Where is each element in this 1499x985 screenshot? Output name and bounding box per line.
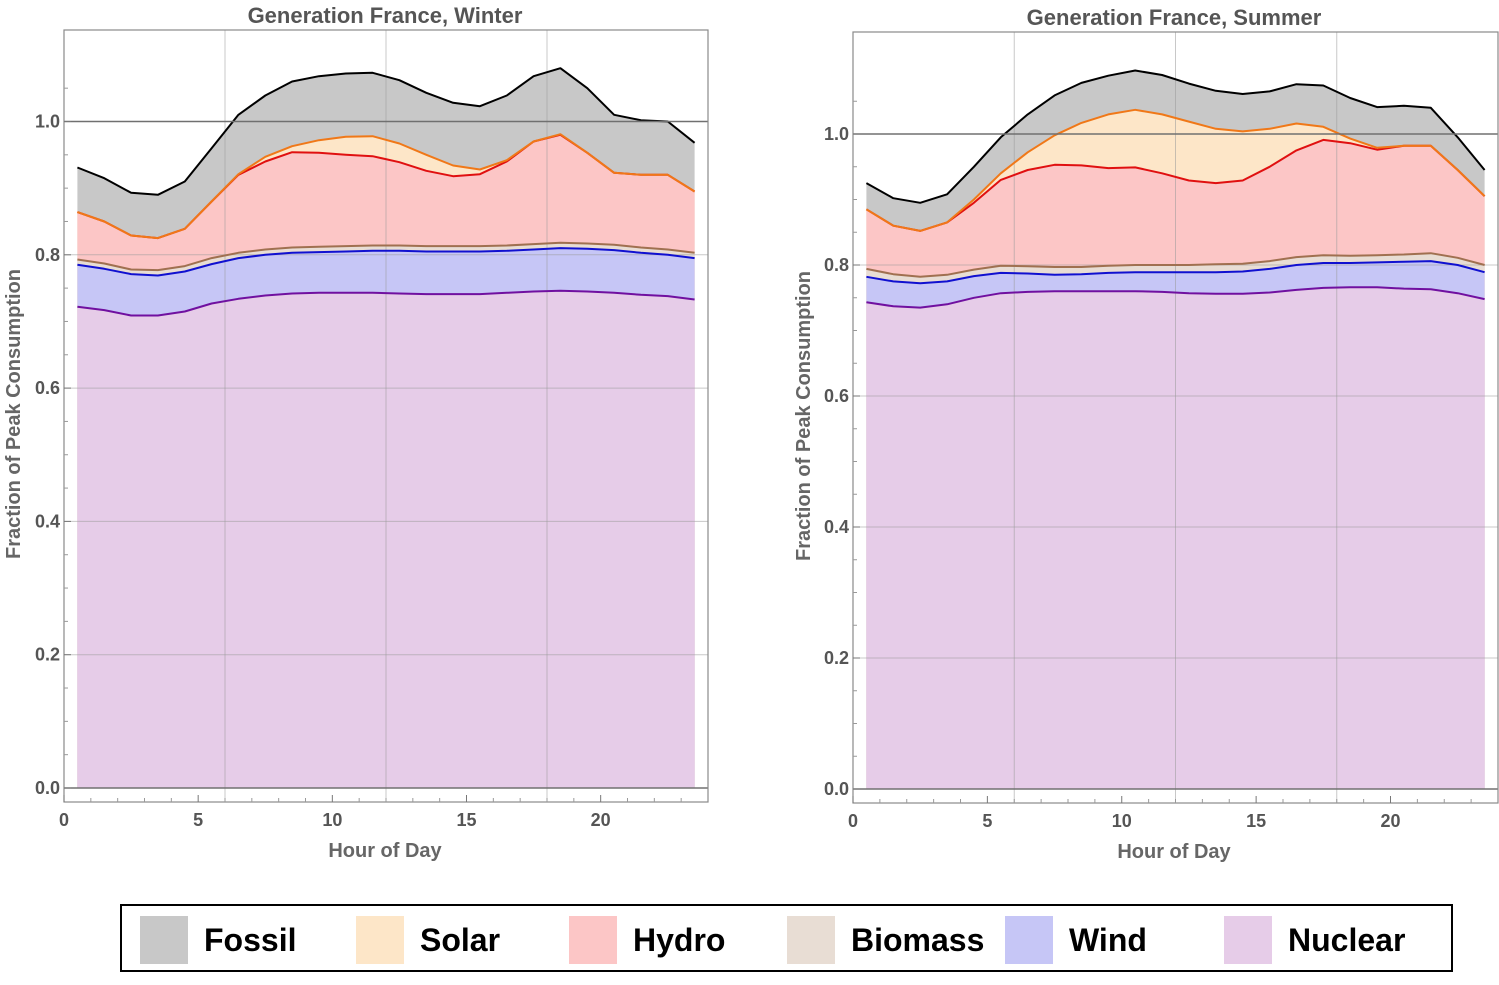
winter-series-lines <box>77 67 696 317</box>
winter-y-tick-label: 0.8 <box>35 245 60 265</box>
legend-label-biomass: Biomass <box>851 922 985 958</box>
summer-series-lines <box>865 69 1486 309</box>
legend-label-hydro: Hydro <box>633 922 726 958</box>
winter-ticks: 0 5 10 15 20 0.0 0.2 0.4 0.6 0.8 1.0 <box>35 87 682 830</box>
winter-line-nuclear <box>77 289 695 317</box>
summer-y-tick-label: 0.2 <box>824 648 849 668</box>
winter-chart-title: Generation France, Winter <box>248 3 523 28</box>
legend-swatch-biomass <box>787 916 835 964</box>
summer-line-wind <box>866 260 1485 285</box>
summer-line-hydro <box>865 138 1486 232</box>
winter-y-tick-label: 1.0 <box>35 112 60 132</box>
summer-line-fossil <box>865 69 1486 204</box>
winter-y-tick-label: 0.6 <box>35 378 60 398</box>
legend-swatch-fossil <box>140 916 188 964</box>
summer-y-tick-label: 1.0 <box>824 124 849 144</box>
winter-line-fossil <box>77 67 696 196</box>
winter-x-tick-label: 20 <box>591 810 611 830</box>
summer-line-biomass <box>866 252 1485 278</box>
winter-y-tick-label: 0.0 <box>35 778 60 798</box>
winter-chart: 0 5 10 15 20 0.0 0.2 0.4 0.6 0.8 1.0 Generation Fr… <box>3 3 709 862</box>
summer-chart-title: Generation France, Summer <box>1027 5 1322 30</box>
winter-y-tick-label: 0.4 <box>35 511 60 531</box>
legend-label-solar: Solar <box>420 922 501 958</box>
summer-x-tick-label: 15 <box>1246 811 1266 831</box>
winter-x-tick-label: 0 <box>59 810 69 830</box>
legend-swatch-nuclear <box>1224 916 1272 964</box>
winter-y-axis-label: Fraction of Peak Consumption <box>3 269 25 559</box>
legend: Fossil Solar Hydro Biomass Wind Nuclear <box>120 904 1453 972</box>
summer-line-solar <box>865 108 1486 232</box>
summer-x-tick-label: 20 <box>1380 811 1400 831</box>
summer-x-axis-label: Hour of Day <box>1117 841 1231 863</box>
winter-x-tick-label: 15 <box>456 810 476 830</box>
winter-plot-area: 0 5 10 15 20 0.0 0.2 0.4 0.6 0.8 1.0 <box>35 29 709 830</box>
summer-line-nuclear <box>866 286 1485 309</box>
winter-line-wind <box>77 247 695 277</box>
summer-y-axis-label: Fraction of Peak Consumption <box>793 271 815 561</box>
legend-label-wind: Wind <box>1069 922 1147 958</box>
winter-line-biomass <box>77 241 695 272</box>
summer-ticks: 0 5 10 15 20 0.0 0.2 0.4 0.6 0.8 1.0 <box>824 100 1472 831</box>
summer-plot-area: 0 5 10 15 20 0.0 0.2 0.4 0.6 0.8 1.0 <box>824 31 1499 831</box>
winter-x-tick-label: 5 <box>193 810 203 830</box>
charts-canvas: 0 5 10 15 20 0.0 0.2 0.4 0.6 0.8 1.0 Generation Fr… <box>3 3 1499 863</box>
legend-swatch-hydro <box>569 916 617 964</box>
summer-y-tick-label: 0.6 <box>824 386 849 406</box>
summer-x-tick-label: 0 <box>848 811 858 831</box>
winter-line-solar <box>77 133 696 240</box>
legend-label-nuclear: Nuclear <box>1288 922 1406 958</box>
summer-y-tick-label: 0.4 <box>824 517 849 537</box>
legend-swatch-solar <box>356 916 404 964</box>
summer-y-tick-label: 0.0 <box>824 779 849 799</box>
winter-x-axis-label: Hour of Day <box>328 840 442 862</box>
winter-y-tick-label: 0.2 <box>35 645 60 665</box>
winter-x-tick-label: 10 <box>322 810 342 830</box>
legend-label-fossil: Fossil <box>204 922 297 958</box>
summer-x-tick-label: 5 <box>982 811 992 831</box>
summer-x-tick-label: 10 <box>1112 811 1132 831</box>
summer-chart: 0 5 10 15 20 0.0 0.2 0.4 0.6 0.8 1.0 Generation Fr… <box>793 5 1499 863</box>
legend-swatch-wind <box>1005 916 1053 964</box>
summer-y-tick-label: 0.8 <box>824 255 849 275</box>
